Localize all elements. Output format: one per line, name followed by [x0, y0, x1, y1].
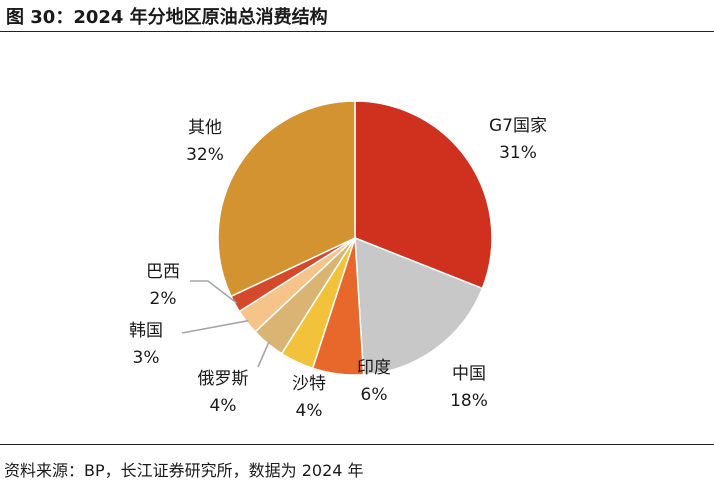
slice-value-india: 6%: [361, 385, 388, 405]
slice-value-korea: 3%: [133, 348, 160, 368]
slice-value-other: 32%: [186, 145, 224, 165]
source-note: 资料来源：BP，长江证券研究所，数据为 2024 年: [4, 461, 364, 480]
slice-label-other: 其他: [188, 118, 222, 138]
pie-slices: [217, 100, 493, 376]
slice-value-china: 18%: [450, 391, 488, 411]
leader-line-russia: [257, 341, 270, 368]
slice-label-china: 中国: [452, 364, 486, 384]
chart-title: 图 30：2024 年分地区原油总消费结构: [6, 7, 328, 28]
pie-slice-g7: [354, 100, 493, 290]
slice-label-brazil: 巴西: [146, 262, 180, 282]
pie-slice-china: [354, 237, 484, 376]
slice-label-g7: G7国家: [489, 116, 547, 136]
slice-value-russia: 4%: [210, 396, 237, 416]
slice-label-russia: 俄罗斯: [198, 369, 249, 389]
slice-value-saudi: 4%: [296, 401, 323, 421]
slice-label-india: 印度: [357, 358, 391, 378]
slice-label-saudi: 沙特: [292, 374, 326, 394]
top-divider: [0, 31, 714, 32]
pie-slice-other: [217, 100, 356, 298]
slice-value-g7: 31%: [499, 143, 537, 163]
leader-line-brazil: [190, 280, 238, 304]
bottom-divider: [0, 444, 714, 445]
slice-value-brazil: 2%: [150, 289, 177, 309]
slice-label-korea: 韩国: [129, 321, 163, 341]
leader-lines: [181, 280, 270, 368]
leader-line-korea: [181, 319, 249, 334]
